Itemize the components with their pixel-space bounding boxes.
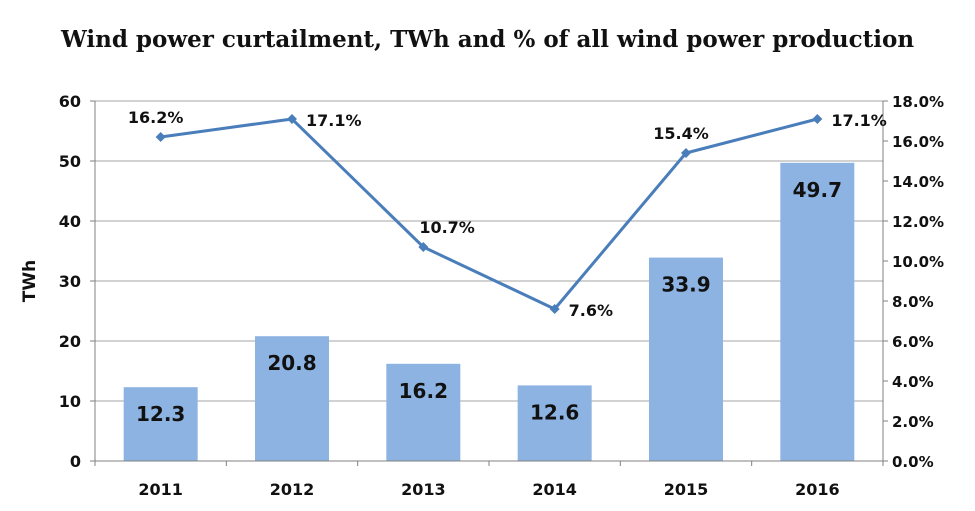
y2-tick-label: 14.0% [892,173,944,191]
x-tick-label: 2014 [532,480,577,499]
bar [123,387,198,461]
y2-tick-label: 6.0% [892,333,934,351]
bar [780,162,855,462]
bar [649,257,723,461]
bar [255,336,329,461]
line-point [287,114,297,124]
line-data-label: 16.2% [128,108,184,127]
bar-data-label: 12.3 [136,402,185,426]
y2-tick-label: 10.0% [892,253,944,271]
line-point [681,148,691,158]
chart-title: Wind power curtailment, TWh and % of all… [60,26,915,53]
y-tick-label: 60 [59,92,81,111]
x-tick-label: 2015 [664,480,709,499]
y-tick-label: 10 [59,392,81,411]
bar-data-label: 20.8 [267,351,316,375]
line-point [155,132,166,142]
line-data-label: 7.6% [569,301,613,320]
line-data-label: 15.4% [653,124,709,143]
y2-tick-label: 16.0% [892,133,944,151]
bar-data-label: 16.2 [399,379,448,403]
y2-tick-label: 8.0% [892,293,934,311]
y2-tick-label: 0.0% [892,453,934,471]
y2-tick-label: 4.0% [892,373,934,391]
x-tick-label: 2013 [401,480,446,499]
y-tick-label: 50 [59,152,81,171]
line-data-label: 17.1% [306,111,362,130]
line-point [549,304,560,314]
y-tick-label: 30 [59,272,81,291]
y-axis-title: TWh [20,260,40,302]
y-tick-label: 0 [70,452,81,471]
y-tick-label: 20 [59,332,81,351]
bar-data-label: 33.9 [661,273,710,297]
x-tick-label: 2012 [270,480,315,499]
y-tick-label: 40 [59,212,81,231]
bar [386,363,461,461]
line-series [160,117,818,311]
bar-data-label: 49.7 [793,178,842,202]
bar [517,385,592,461]
y2-tick-label: 18.0% [892,93,944,111]
bar-data-label: 12.6 [530,400,579,424]
line-data-label: 17.1% [831,111,887,130]
line-point [812,114,823,124]
line-data-label: 10.7% [419,218,475,237]
line-point [418,242,429,252]
y2-tick-label: 2.0% [892,413,934,431]
x-tick-label: 2016 [795,480,840,499]
y2-tick-label: 12.0% [892,213,944,231]
x-tick-label: 2011 [138,480,183,499]
